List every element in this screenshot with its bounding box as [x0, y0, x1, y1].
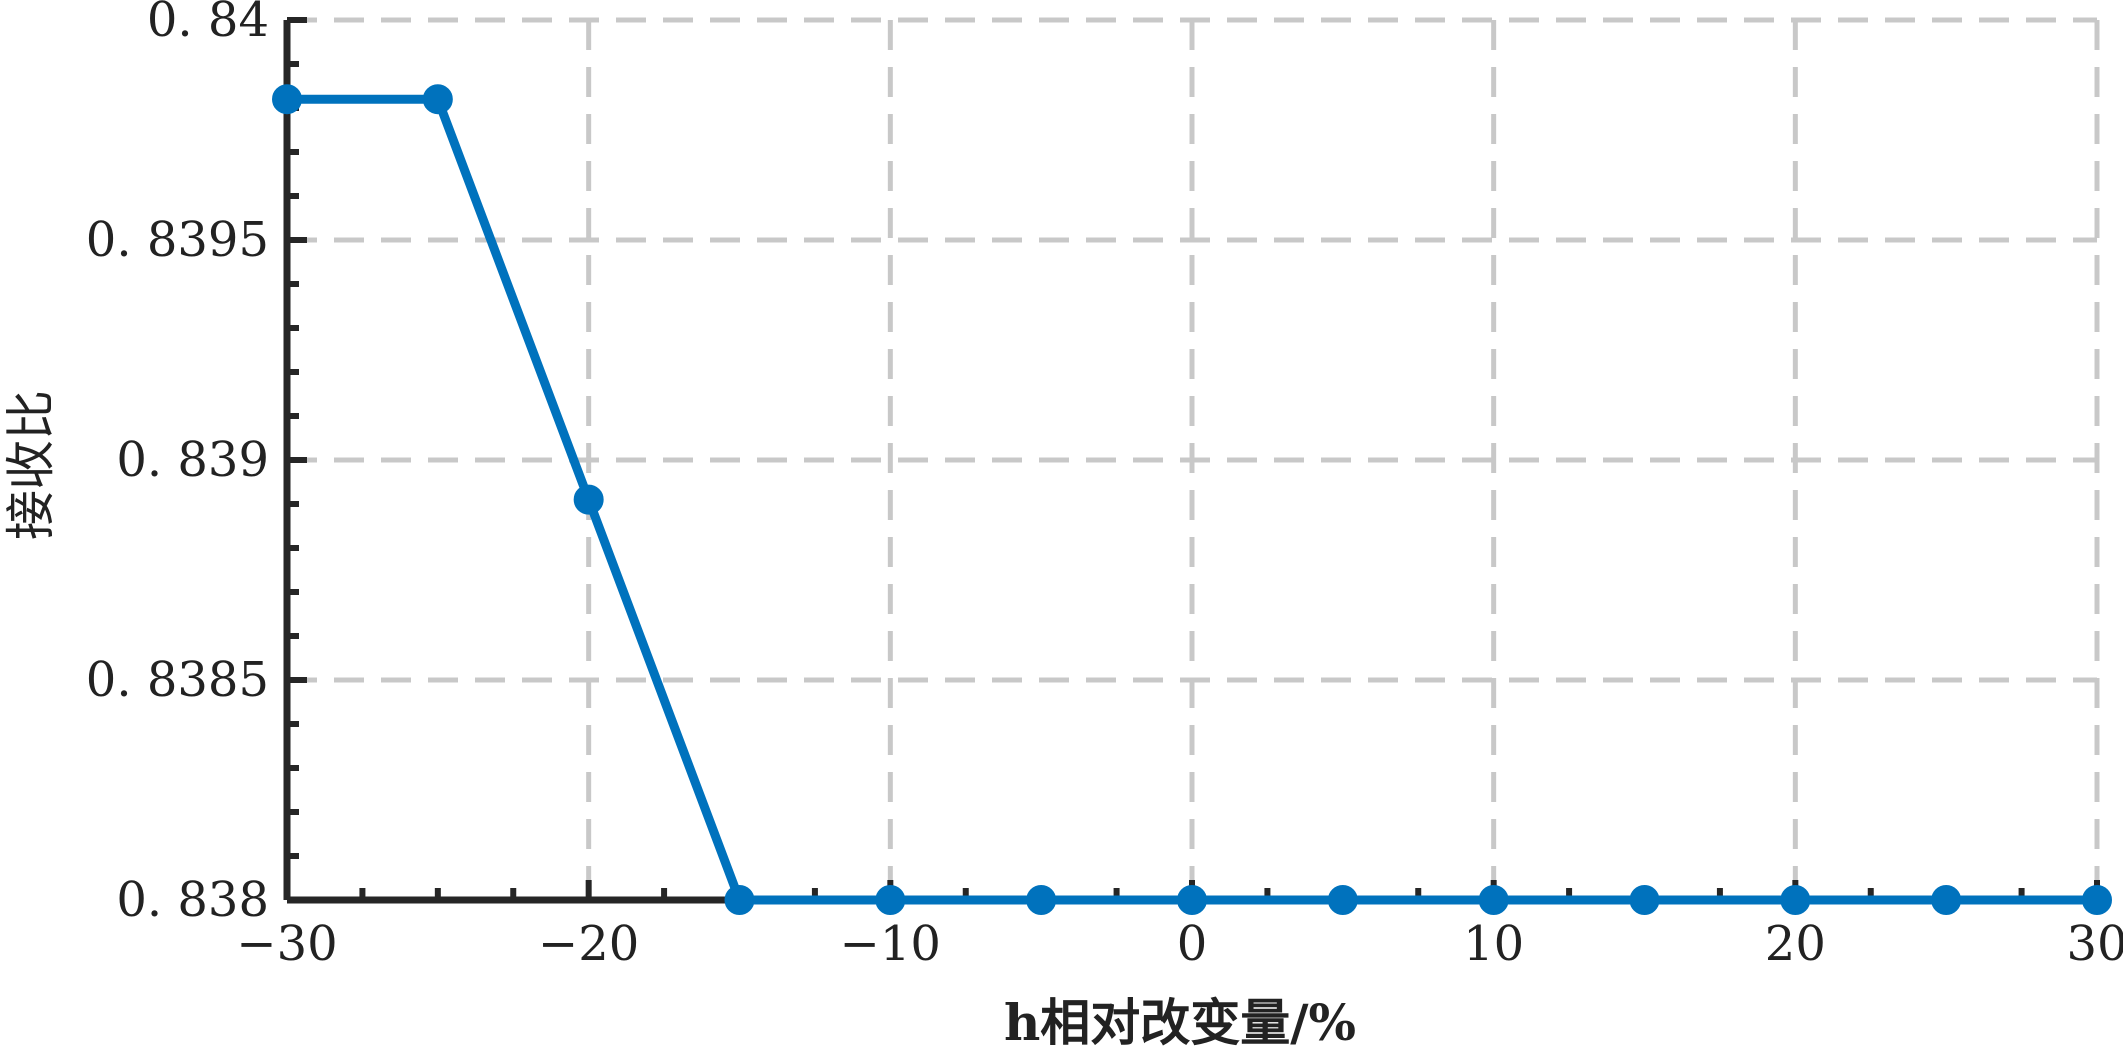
x-tick-label: −10 — [840, 916, 941, 972]
data-point — [272, 84, 302, 115]
y-axis-title: 接收比 — [2, 390, 60, 540]
x-tick-label: 30 — [2066, 916, 2123, 972]
y-tick-label: 0. 8385 — [86, 652, 269, 708]
data-point — [422, 84, 453, 115]
data-point — [2082, 885, 2112, 915]
y-tick-label: 0. 8395 — [86, 212, 269, 268]
data-point — [1478, 885, 1509, 915]
data-point — [1177, 885, 1207, 915]
x-tick-label: 0 — [1177, 916, 1208, 972]
data-point — [1327, 885, 1358, 915]
tick-labels: −30 −20 −10 0 10 20 30 0. 838 0. 8385 0. 839 0. 83… — [86, 0, 2123, 972]
y-tick-label: 0. 84 — [147, 0, 269, 48]
data-point — [1931, 885, 1962, 915]
y-tick-label: 0. 839 — [116, 432, 269, 488]
x-tick-label: 20 — [1765, 916, 1826, 972]
x-tick-label: −20 — [538, 916, 639, 972]
y-tick-label: 0. 838 — [116, 872, 269, 928]
x-tick-label: −30 — [236, 916, 337, 972]
grid — [287, 17, 2100, 900]
x-axis-title: h相对改变量/% — [1004, 993, 1356, 1052]
data-point — [1780, 885, 1811, 915]
x-tick-label: 10 — [1463, 916, 1524, 972]
data-point — [1026, 885, 1057, 915]
data-point — [573, 484, 604, 515]
data-point — [724, 885, 755, 915]
data-point — [1629, 885, 1660, 915]
data-point — [875, 885, 906, 915]
series — [272, 84, 2112, 915]
